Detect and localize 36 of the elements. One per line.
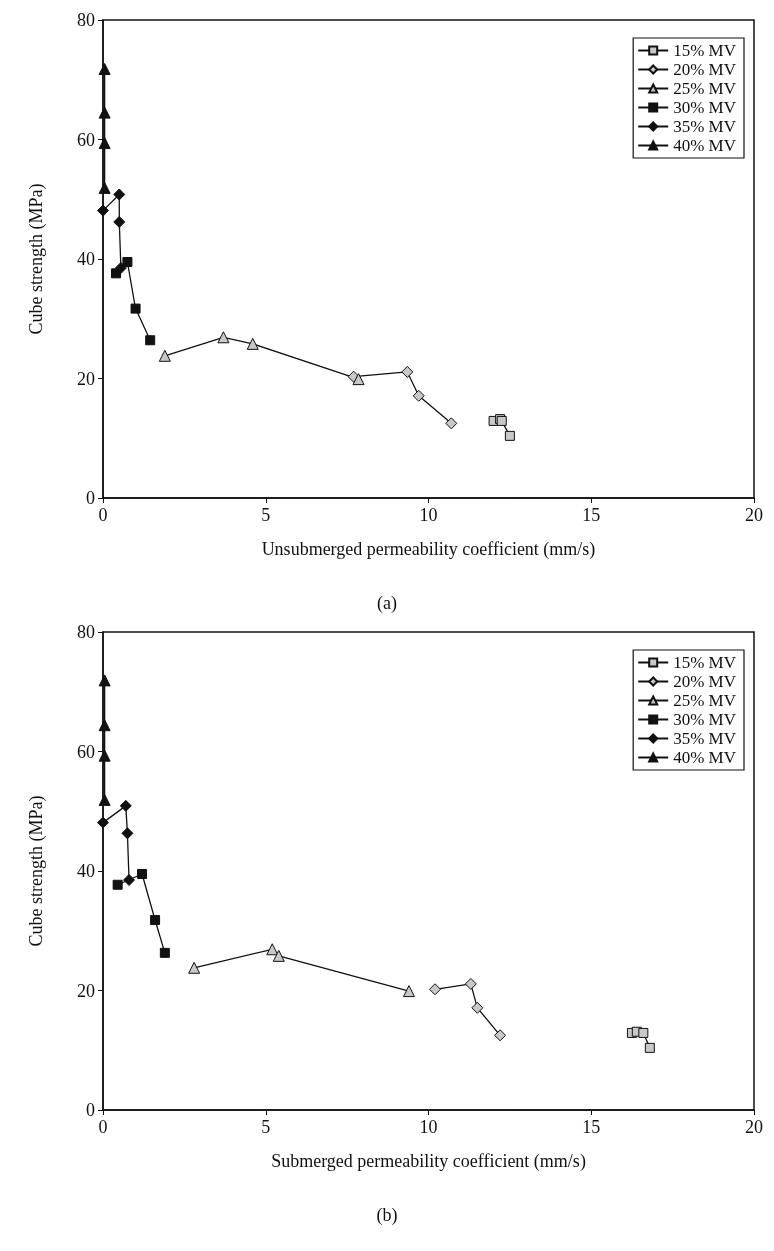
x-tick-label: 20	[745, 1117, 763, 1137]
y-tick-label: 60	[77, 741, 95, 762]
y-tick-label: 60	[77, 129, 95, 150]
y-tick-label: 80	[77, 10, 95, 30]
legend-label: 35% MV	[673, 117, 737, 136]
y-tick-label: 0	[86, 488, 95, 508]
x-tick-label: 5	[261, 505, 271, 525]
y-axis-title: Cube strength (MPa)	[26, 795, 47, 947]
x-axis-title: Unsubmerged permeability coefficient (mm/s)	[261, 539, 596, 560]
legend-label: 35% MV	[673, 729, 737, 748]
text: (b)	[376, 1205, 398, 1226]
y-axis-title: Cube strength (MPa)	[26, 183, 47, 335]
legend-label: 15% MV	[673, 653, 737, 672]
x-tick-label: 5	[261, 1117, 271, 1137]
legend-label: 20% MV	[673, 672, 737, 691]
legend-label: 30% MV	[673, 98, 737, 117]
y-tick-label: 80	[77, 622, 95, 642]
x-axis-title: Submerged permeability coefficient (mm/s)	[271, 1151, 586, 1172]
legend-label: 25% MV	[673, 79, 737, 98]
y-tick-label: 20	[77, 980, 95, 1001]
legend-label: 20% MV	[673, 60, 737, 79]
x-tick-label: 10	[419, 1117, 438, 1137]
legend-label: 40% MV	[673, 136, 737, 155]
y-tick-label: 20	[77, 368, 95, 389]
x-tick-label: 15	[582, 505, 601, 525]
y-tick-label: 40	[77, 861, 95, 881]
x-tick-label: 15	[582, 1117, 601, 1137]
text: (a)	[377, 593, 397, 614]
y-tick-label: 40	[77, 249, 95, 269]
legend-label: 30% MV	[673, 710, 737, 729]
x-tick-label: 10	[419, 505, 438, 525]
legend-label: 40% MV	[673, 748, 737, 767]
legend-label: 15% MV	[673, 41, 737, 60]
legend-label: 25% MV	[673, 691, 737, 710]
x-tick-label: 20	[745, 505, 763, 525]
y-tick-label: 0	[86, 1100, 95, 1120]
